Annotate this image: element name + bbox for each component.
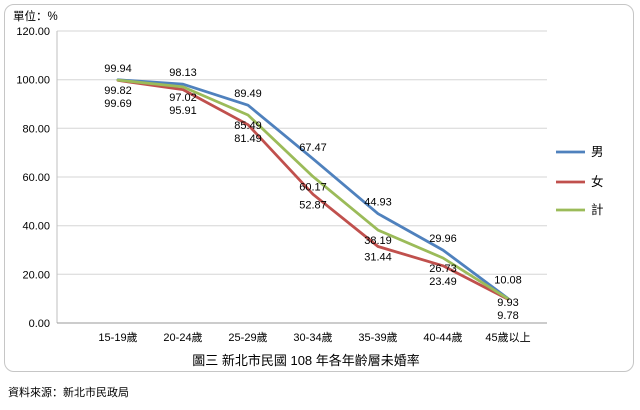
- data-label: 44.93: [364, 197, 392, 209]
- data-label: 60.17: [299, 182, 327, 194]
- data-label: 23.49: [429, 276, 457, 288]
- x-tick-label: 40-44歲: [423, 330, 462, 344]
- series-line-女: [116, 79, 510, 301]
- data-label: 99.69: [104, 98, 132, 110]
- series-line-計: [116, 78, 510, 301]
- y-tick-label: 0.00: [29, 318, 50, 330]
- data-label: 99.94: [104, 63, 132, 75]
- x-tick-label: 30-34歲: [293, 330, 332, 344]
- y-tick-label: 40.00: [22, 221, 50, 233]
- chart-frame: [4, 4, 634, 372]
- data-label: 95.91: [169, 105, 197, 117]
- line-chart-svg: 0.00 20.00 40.00 60.00 80.00 100.00 120.00 15-1…: [16, 26, 604, 344]
- data-label: 31.44: [364, 252, 392, 264]
- data-label: 98.13: [169, 67, 197, 79]
- y-tick-label: 120.00: [16, 26, 50, 38]
- unit-label: 單位：%: [13, 11, 58, 23]
- chart-title: 圖三 新北市民國 108 年各年齡層未婚率: [192, 353, 420, 368]
- series-line-男: [116, 78, 510, 300]
- legend-label-男: 男: [591, 145, 604, 159]
- data-label: 67.47: [299, 142, 327, 154]
- source-note: 資料來源：新北市民政局: [8, 387, 129, 399]
- legend-label-女: 女: [591, 174, 604, 189]
- x-tick-label: 20-24歲: [163, 330, 202, 344]
- data-label: 10.08: [494, 275, 522, 287]
- y-tick-label: 80.00: [22, 123, 50, 135]
- x-tick-label: 35-39歲: [358, 330, 397, 344]
- x-tick-label: 45歲以上: [485, 330, 530, 344]
- data-label: 89.49: [234, 88, 262, 100]
- data-label: 9.78: [497, 310, 518, 322]
- data-label: 99.82: [104, 85, 132, 97]
- data-label: 52.87: [299, 199, 327, 211]
- x-tick-label: 25-29歲: [228, 330, 267, 344]
- x-tick-label: 15-19歲: [98, 330, 137, 344]
- data-label: 38.19: [364, 235, 392, 247]
- legend-label-計: 計: [591, 202, 604, 217]
- data-label: 26.73: [429, 263, 457, 275]
- data-label: 9.93: [497, 297, 518, 309]
- data-label: 29.96: [429, 233, 457, 245]
- data-label: 97.02: [169, 92, 197, 104]
- y-tick-label: 20.00: [22, 269, 50, 281]
- y-tick-label: 60.00: [22, 172, 50, 184]
- y-tick-label: 100.00: [16, 75, 50, 87]
- data-label: 81.49: [234, 133, 262, 145]
- data-label: 85.49: [234, 120, 262, 132]
